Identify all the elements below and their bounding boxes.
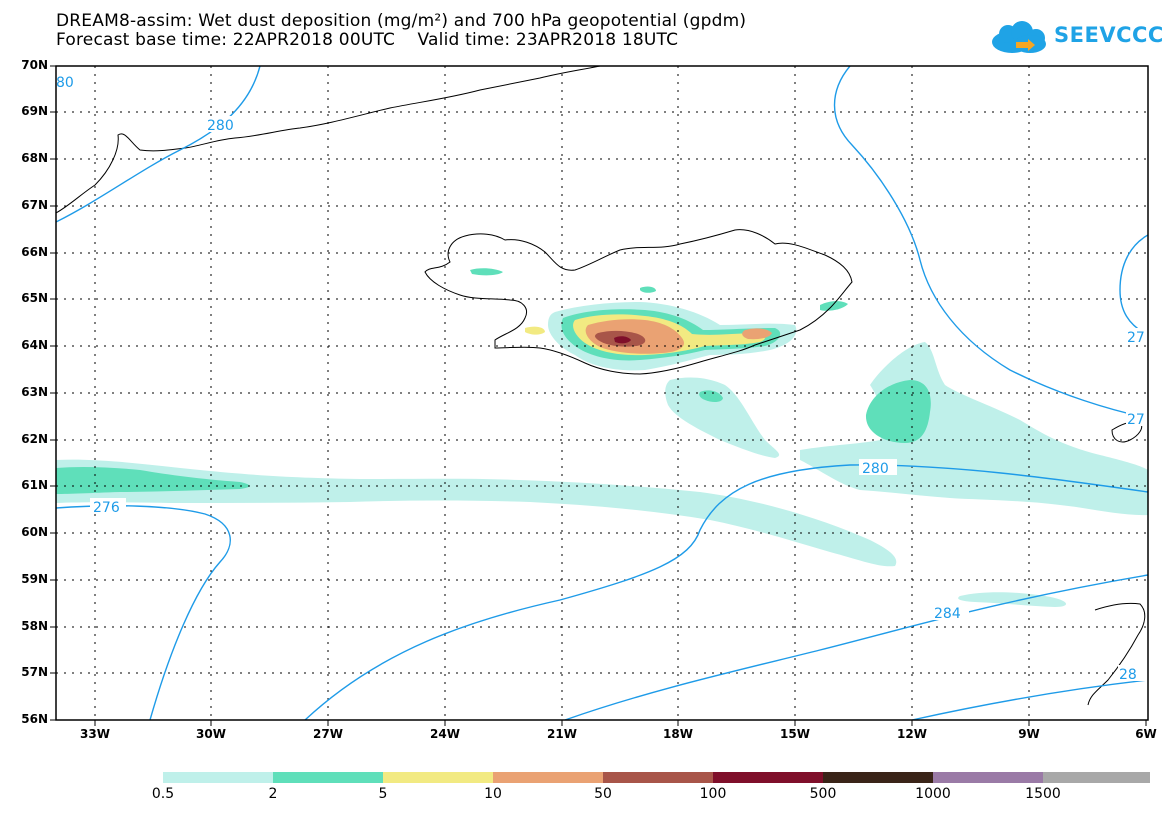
graticule: [56, 66, 1148, 720]
legend-label: 100: [699, 786, 727, 802]
map-title: DREAM8-assim: Wet dust deposition (mg/m²…: [56, 11, 747, 31]
legend-swatch: [713, 772, 823, 783]
lat-label: 68N: [21, 151, 48, 165]
lat-label: 57N: [21, 665, 48, 679]
contour-284: [564, 574, 1148, 720]
lat-label: 65N: [21, 291, 48, 305]
lon-label: 30W: [196, 727, 226, 741]
contour-280: [304, 464, 1148, 720]
contour-288: [911, 679, 1148, 720]
contour-276-east: [833, 66, 1148, 419]
lon-label: 6W: [1135, 727, 1157, 741]
map-subtitle-times: Forecast base time: 22APR2018 00UTC Vali…: [56, 30, 679, 50]
contour-276: [56, 505, 231, 720]
legend-label: 1000: [915, 786, 951, 802]
lon-label: 15W: [780, 727, 810, 741]
contour-label: 80: [56, 75, 74, 91]
legend-label: 500: [809, 786, 837, 802]
lat-label: 67N: [21, 198, 48, 212]
legend-label: 1500: [1025, 786, 1061, 802]
lon-label: 12W: [897, 727, 927, 741]
contour-label: 280: [207, 118, 234, 134]
contour-labels: 80 280 276 280 284 27 27 28: [56, 73, 1148, 683]
legend-label: 5: [378, 786, 388, 802]
lat-label: 63N: [21, 385, 48, 399]
legend-swatch: [603, 772, 713, 783]
contour-label: 276: [93, 500, 120, 516]
lon-label: 9W: [1018, 727, 1040, 741]
dust-plume-west: [56, 459, 897, 567]
legend-label: 0.5: [151, 786, 175, 802]
lat-label: 60N: [21, 525, 48, 539]
legend-swatch: [1043, 772, 1150, 783]
contour-label: 284: [934, 606, 961, 622]
lon-label: 27W: [313, 727, 343, 741]
lon-label: 18W: [663, 727, 693, 741]
legend-swatch: [163, 772, 273, 783]
seevccc-logo: [992, 21, 1046, 53]
legend-label: 50: [594, 786, 612, 802]
dust-plume-east: [800, 342, 1148, 516]
contour-label: 28: [1119, 667, 1137, 683]
lat-label: 59N: [21, 572, 48, 586]
dust-deposition-field: [56, 268, 1148, 607]
dust-iceland-100: [614, 336, 631, 344]
lat-label: 70N: [21, 58, 48, 72]
lat-label: 58N: [21, 619, 48, 633]
lat-label: 56N: [21, 712, 48, 726]
legend-swatch: [933, 772, 1043, 783]
legend-swatch: [493, 772, 603, 783]
legend-swatch: [273, 772, 383, 783]
contour-label: 27: [1127, 330, 1145, 346]
contour-label: 280: [862, 461, 889, 477]
dust-core-east: [865, 380, 931, 443]
contour-276-east-b: [1119, 234, 1148, 336]
legend-label: 2: [268, 786, 278, 802]
lat-label: 66N: [21, 245, 48, 259]
legend-swatch: [383, 772, 493, 783]
lat-label: 69N: [21, 104, 48, 118]
lat-label: 64N: [21, 338, 48, 352]
dust-patch-southeast: [958, 592, 1067, 607]
contour-280-north: [56, 66, 261, 223]
geopotential-contours: [56, 66, 1148, 720]
legend-swatch: [823, 772, 933, 783]
legend-label: 10: [484, 786, 502, 802]
lat-label: 62N: [21, 432, 48, 446]
lon-label: 24W: [430, 727, 460, 741]
coastlines: [56, 66, 1146, 706]
contour-label: 27: [1127, 412, 1145, 428]
lat-label: 61N: [21, 478, 48, 492]
dust-streak-west: [56, 466, 250, 494]
lon-label: 21W: [547, 727, 577, 741]
dust-plume-south: [665, 377, 780, 458]
cloud-icon: [992, 21, 1046, 53]
lon-label: 33W: [80, 727, 110, 741]
logo-text: SEEVCCC: [1054, 23, 1164, 47]
axis-ticks: [50, 65, 1147, 726]
